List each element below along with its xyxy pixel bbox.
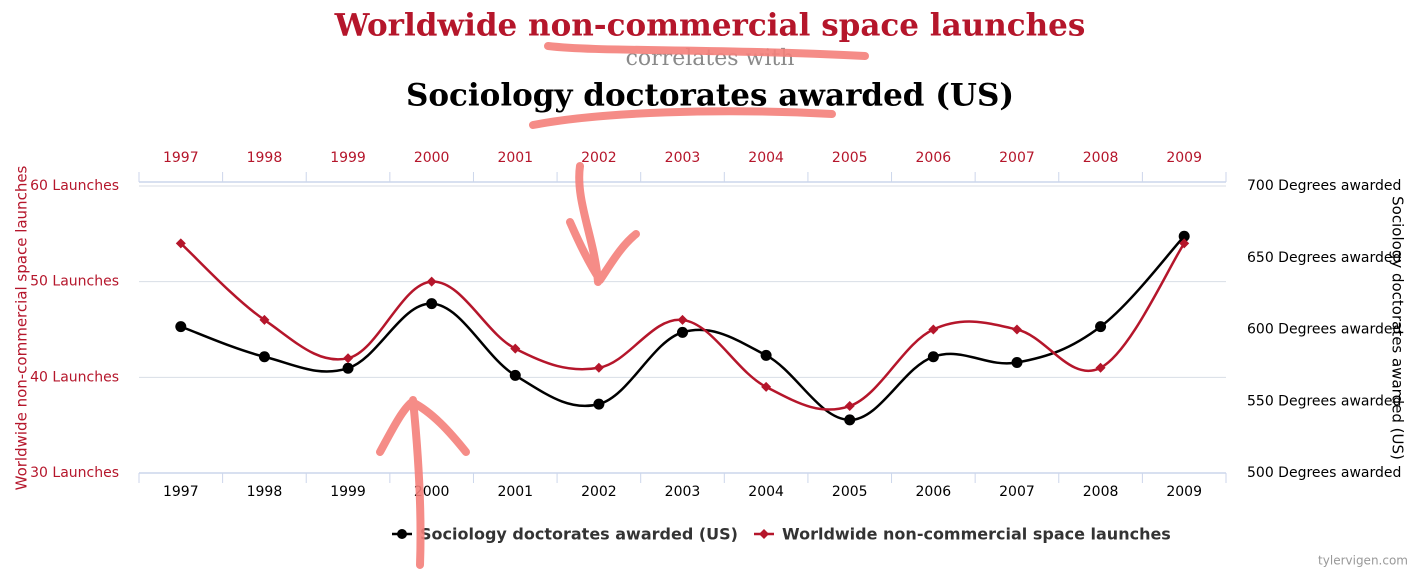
data-point bbox=[258, 351, 270, 363]
x2-tick-label: 2008 bbox=[1083, 150, 1119, 166]
arrow bbox=[566, 162, 640, 286]
legend-label: Worldwide non-commercial space launches bbox=[782, 525, 1171, 544]
data-point bbox=[342, 362, 354, 374]
data-point bbox=[1011, 357, 1023, 369]
data-point bbox=[1011, 324, 1022, 335]
underline bbox=[529, 107, 836, 129]
legend-marker bbox=[397, 529, 407, 539]
x2-tick-label: 2004 bbox=[748, 150, 784, 166]
x2-tick-label: 2001 bbox=[497, 150, 533, 166]
data-point bbox=[1095, 362, 1106, 373]
arrow bbox=[376, 396, 470, 569]
x-tick-label: 2001 bbox=[497, 484, 533, 500]
data-point bbox=[510, 343, 521, 354]
x2-tick-label: 1998 bbox=[247, 150, 283, 166]
y2-tick-label: 650 Degrees awarded bbox=[1247, 250, 1401, 266]
annotations bbox=[376, 42, 869, 569]
data-point bbox=[844, 414, 856, 426]
data-point bbox=[927, 351, 939, 363]
y-tick-label: 30 Launches bbox=[30, 465, 119, 481]
x2-tick-label: 2000 bbox=[414, 150, 450, 166]
x2-tick-label: 2007 bbox=[999, 150, 1035, 166]
x-tick-label: 2005 bbox=[832, 484, 868, 500]
data-point bbox=[1179, 238, 1190, 249]
x2-tick-label: 2005 bbox=[832, 150, 868, 166]
data-point bbox=[593, 362, 604, 373]
legend-label: Sociology doctorates awarded (US) bbox=[420, 525, 738, 544]
data-point bbox=[677, 314, 688, 325]
data-point bbox=[1095, 321, 1107, 333]
x-tick-label: 2009 bbox=[1166, 484, 1202, 500]
x2-tick-label: 2002 bbox=[581, 150, 617, 166]
x-tick-label: 2002 bbox=[581, 484, 617, 500]
data-point bbox=[928, 324, 939, 335]
watermark: tylervigen.com bbox=[1318, 554, 1408, 568]
x2-tick-label: 2009 bbox=[1166, 150, 1202, 166]
y-tick-label: 50 Launches bbox=[30, 274, 119, 290]
data-point bbox=[175, 238, 186, 249]
x2-tick-label: 1999 bbox=[330, 150, 366, 166]
y2-axis-title: Sociology doctorates awarded (US) bbox=[1389, 196, 1407, 460]
x-tick-label: 1997 bbox=[163, 484, 199, 500]
underline bbox=[544, 42, 869, 60]
data-point bbox=[426, 298, 438, 310]
data-point bbox=[175, 321, 187, 333]
data-point bbox=[426, 276, 437, 287]
x-tick-label: 2004 bbox=[748, 484, 784, 500]
x-tick-label: 2007 bbox=[999, 484, 1035, 500]
y2-tick-label: 600 Degrees awarded bbox=[1247, 322, 1401, 338]
x-tick-label: 1999 bbox=[330, 484, 366, 500]
x-tick-label: 2003 bbox=[665, 484, 701, 500]
x-tick-label: 1998 bbox=[247, 484, 283, 500]
data-point bbox=[761, 381, 772, 392]
y-tick-label: 60 Launches bbox=[30, 178, 119, 194]
legend-marker bbox=[759, 529, 769, 539]
y-axis-title: Worldwide non-commercial space launches bbox=[13, 165, 31, 490]
chart-title: Worldwide non-commercial space launches bbox=[334, 8, 1086, 44]
x-tick-label: 2008 bbox=[1083, 484, 1119, 500]
plot-area: 30 Launches 40 Launches 50 Launches 60 Laun… bbox=[30, 150, 1401, 544]
data-point bbox=[509, 369, 521, 381]
data-point bbox=[1178, 230, 1190, 242]
x-tick-label: 2006 bbox=[916, 484, 952, 500]
data-point bbox=[844, 401, 855, 412]
data-point bbox=[760, 349, 772, 361]
y2-tick-label: 700 Degrees awarded bbox=[1247, 178, 1401, 194]
series-line bbox=[179, 242, 1186, 411]
x2-tick-label: 2006 bbox=[916, 150, 952, 166]
data-point bbox=[593, 398, 605, 410]
x2-tick-label: 2003 bbox=[665, 150, 701, 166]
y-tick-label: 40 Launches bbox=[30, 369, 119, 385]
data-point bbox=[677, 326, 688, 338]
x2-tick-label: 1997 bbox=[163, 150, 199, 166]
y2-tick-label: 500 Degrees awarded bbox=[1247, 465, 1401, 481]
y2-tick-label: 550 Degrees awarded bbox=[1247, 393, 1401, 409]
data-point bbox=[343, 353, 354, 364]
data-point bbox=[259, 314, 270, 325]
